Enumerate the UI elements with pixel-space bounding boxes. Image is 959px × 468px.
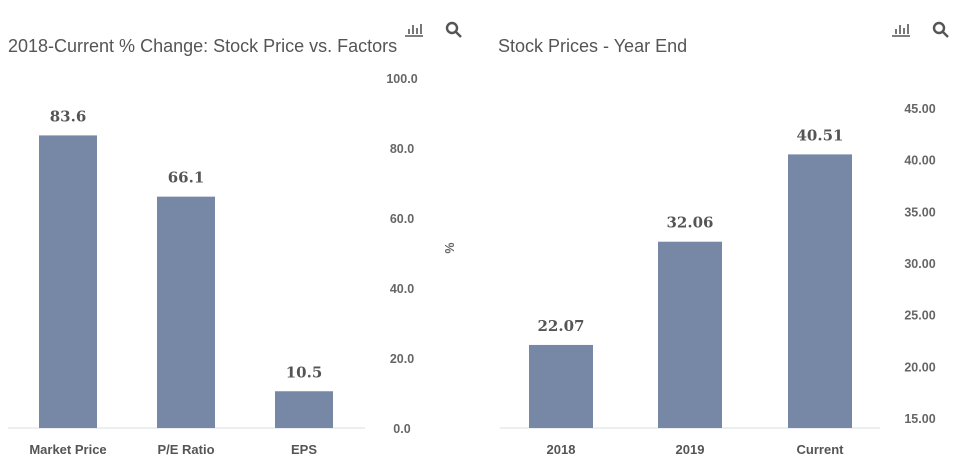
chart-title-left: 2018-Current % Change: Stock Price vs. F… xyxy=(8,36,398,56)
bar xyxy=(788,154,852,428)
search-icon[interactable] xyxy=(445,21,462,38)
data-label: 40.51 xyxy=(797,126,844,144)
y-tick-label: 0.0 xyxy=(393,422,410,436)
data-label: 32.06 xyxy=(667,214,714,232)
bar xyxy=(658,241,722,428)
search-icon[interactable] xyxy=(932,21,949,38)
y-tick-label: 40.00 xyxy=(904,154,935,168)
x-tick-label: 2018 xyxy=(547,442,576,457)
x-tick-label: EPS xyxy=(291,442,317,457)
bar xyxy=(39,135,97,428)
bar xyxy=(275,391,333,428)
y-tick-label: 35.00 xyxy=(904,205,935,219)
data-label: 22.07 xyxy=(538,317,585,335)
data-label: 66.1 xyxy=(168,169,205,187)
chart-title-right: Stock Prices - Year End xyxy=(498,36,688,56)
y-tick-label: 40.0 xyxy=(390,282,414,296)
x-tick-label: Market Price xyxy=(29,442,106,457)
bar xyxy=(529,344,593,428)
data-label: 10.5 xyxy=(286,363,323,381)
bar-chart-icon[interactable] xyxy=(405,24,423,37)
data-label: 83.6 xyxy=(50,107,87,125)
y-axis-label: % xyxy=(442,242,456,253)
y-tick-label: 30.00 xyxy=(904,257,935,271)
bar-chart-icon[interactable] xyxy=(892,24,910,37)
x-tick-label: Current xyxy=(797,442,845,457)
y-tick-label: 60.0 xyxy=(390,212,414,226)
y-tick-label: 20.00 xyxy=(904,360,935,374)
y-tick-label: 80.0 xyxy=(390,142,414,156)
y-tick-label: 25.00 xyxy=(904,309,935,323)
bar xyxy=(157,196,215,428)
y-tick-label: 15.00 xyxy=(904,412,935,426)
y-tick-label: 100.0 xyxy=(386,72,417,86)
y-tick-label: 45.00 xyxy=(904,102,935,116)
x-tick-label: 2019 xyxy=(676,442,705,457)
y-tick-label: 20.0 xyxy=(390,352,414,366)
x-tick-label: P/E Ratio xyxy=(157,442,214,457)
